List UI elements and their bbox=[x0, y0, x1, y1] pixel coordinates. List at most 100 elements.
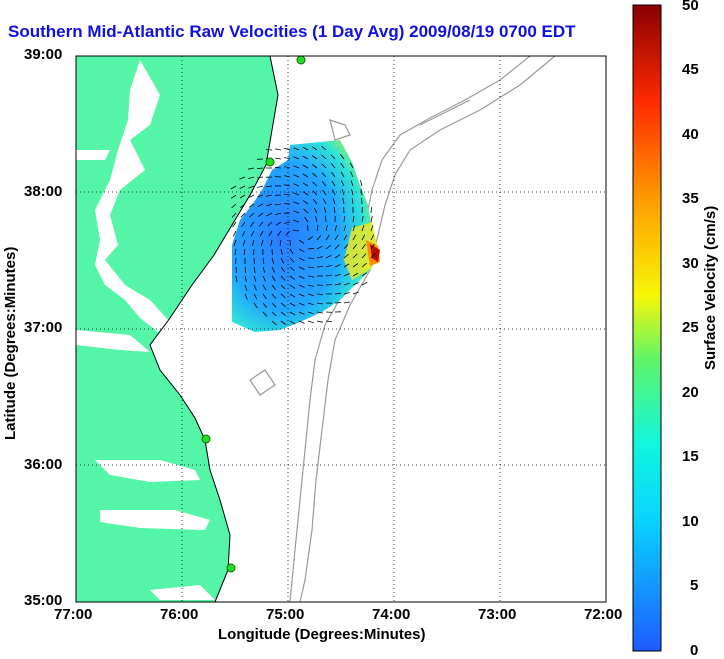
velocity-arrow bbox=[239, 176, 246, 180]
velocity-arrow bbox=[248, 185, 255, 189]
velocity-arrow bbox=[321, 163, 327, 169]
velocity-arrow bbox=[274, 176, 282, 178]
velocity-arrow bbox=[253, 293, 258, 300]
velocity-arrow bbox=[293, 229, 300, 232]
velocity-arrow bbox=[321, 172, 327, 178]
velocity-arrow bbox=[262, 311, 268, 317]
velocity-arrow bbox=[325, 225, 328, 232]
velocity-arrow bbox=[293, 183, 300, 187]
velocity-arrow bbox=[343, 273, 350, 277]
velocity-arrow bbox=[360, 180, 363, 187]
velocity-arrow bbox=[370, 243, 375, 250]
velocity-arrow bbox=[248, 203, 255, 208]
velocity-arrow bbox=[325, 255, 332, 259]
velocity-arrow bbox=[280, 257, 285, 264]
velocity-arrow bbox=[239, 194, 246, 199]
velocity-arrow bbox=[298, 257, 305, 261]
velocity-arrow bbox=[334, 264, 341, 268]
velocity-arrow bbox=[284, 157, 291, 160]
velocity-arrow bbox=[262, 284, 267, 291]
velocity-arrow bbox=[334, 244, 340, 250]
velocity-arrow bbox=[266, 194, 273, 197]
velocity-arrow bbox=[298, 320, 305, 324]
velocity-arrow bbox=[352, 291, 359, 295]
velocity-arrow bbox=[313, 207, 318, 214]
velocity-arrow bbox=[361, 225, 365, 232]
velocity-arrow bbox=[230, 194, 237, 199]
velocity-arrow bbox=[370, 206, 372, 214]
velocity-arrow bbox=[307, 266, 314, 269]
velocity-arrow bbox=[302, 155, 309, 160]
velocity-arrow bbox=[307, 311, 314, 315]
velocity-arrow bbox=[307, 284, 314, 287]
velocity-arrow bbox=[343, 234, 348, 241]
velocity-arrow bbox=[262, 257, 265, 264]
velocity-arrow bbox=[341, 189, 345, 196]
velocity-arrow bbox=[261, 239, 264, 246]
velocity-arrow bbox=[316, 225, 319, 232]
velocity-arrow bbox=[307, 247, 315, 250]
velocity-arrow bbox=[262, 302, 268, 308]
velocity-arrow bbox=[307, 236, 314, 241]
velocity-arrow bbox=[293, 201, 300, 205]
velocity-arrow bbox=[231, 212, 237, 218]
x-tick-3: 74:00 bbox=[372, 606, 411, 623]
velocity-arrow bbox=[266, 203, 273, 207]
x-tick-0: 77:00 bbox=[54, 606, 93, 623]
velocity-arrow bbox=[334, 283, 341, 286]
velocity-arrow bbox=[316, 293, 324, 296]
velocity-arrow bbox=[289, 302, 296, 307]
y-axis-label: Latitude (Degrees:Minutes) bbox=[2, 246, 19, 440]
grid-lines bbox=[76, 56, 606, 602]
velocity-arrow bbox=[248, 167, 255, 170]
velocity-arrow bbox=[333, 207, 336, 214]
velocity-arrow bbox=[280, 248, 283, 255]
x-tick-1: 76:00 bbox=[160, 606, 199, 623]
colorbar-gradient bbox=[633, 5, 661, 651]
plot-frame bbox=[75, 55, 607, 603]
velocity-arrow bbox=[334, 273, 341, 277]
velocity-arrow bbox=[343, 292, 350, 295]
velocity-arrow bbox=[262, 275, 266, 282]
velocity-arrow bbox=[361, 253, 367, 259]
velocity-arrow bbox=[284, 147, 291, 151]
velocity-arrow bbox=[321, 181, 327, 187]
velocity-arrow bbox=[312, 199, 318, 205]
velocity-arrow bbox=[298, 239, 305, 244]
velocity-arrow bbox=[330, 163, 336, 169]
velocity-arrow bbox=[257, 185, 264, 188]
velocity-arrow bbox=[322, 198, 327, 205]
velocity-arrow bbox=[253, 275, 257, 282]
colorbar-tick-30: 30 bbox=[682, 255, 699, 272]
velocity-arrow bbox=[361, 281, 368, 286]
velocity-arrow bbox=[334, 254, 341, 259]
velocity-arrow bbox=[316, 311, 323, 314]
velocity-arrow bbox=[312, 172, 318, 178]
velocity-arrow bbox=[248, 176, 255, 179]
velocity-arrow bbox=[331, 180, 336, 187]
velocity-arrow bbox=[231, 203, 237, 209]
velocity-arrow bbox=[343, 215, 346, 223]
velocity-arrow bbox=[244, 266, 247, 274]
velocity-arrow bbox=[253, 248, 255, 256]
velocity-arrow bbox=[289, 284, 296, 289]
station-markers bbox=[201, 56, 306, 573]
velocity-arrow bbox=[325, 320, 333, 322]
colorbar-tick-50: 50 bbox=[682, 0, 699, 14]
velocity-arrow bbox=[274, 166, 282, 169]
velocity-arrow bbox=[298, 284, 305, 288]
velocity-arrow bbox=[244, 275, 247, 282]
velocity-arrow bbox=[316, 235, 322, 241]
velocity-arrow bbox=[325, 264, 332, 268]
velocity-arrow bbox=[321, 154, 327, 160]
velocity-arrow bbox=[271, 311, 277, 317]
velocity-arrow bbox=[253, 284, 257, 291]
velocity-arrow bbox=[316, 320, 323, 323]
velocity-arrow bbox=[321, 145, 327, 151]
velocity-arrow bbox=[293, 147, 300, 151]
velocity-arrow bbox=[360, 189, 363, 196]
title-container: Southern Mid-Atlantic Raw Velocities (1 … bbox=[0, 0, 630, 50]
velocity-arrow bbox=[270, 239, 273, 246]
velocity-arrow bbox=[284, 175, 291, 178]
velocity-arrow bbox=[289, 266, 295, 272]
